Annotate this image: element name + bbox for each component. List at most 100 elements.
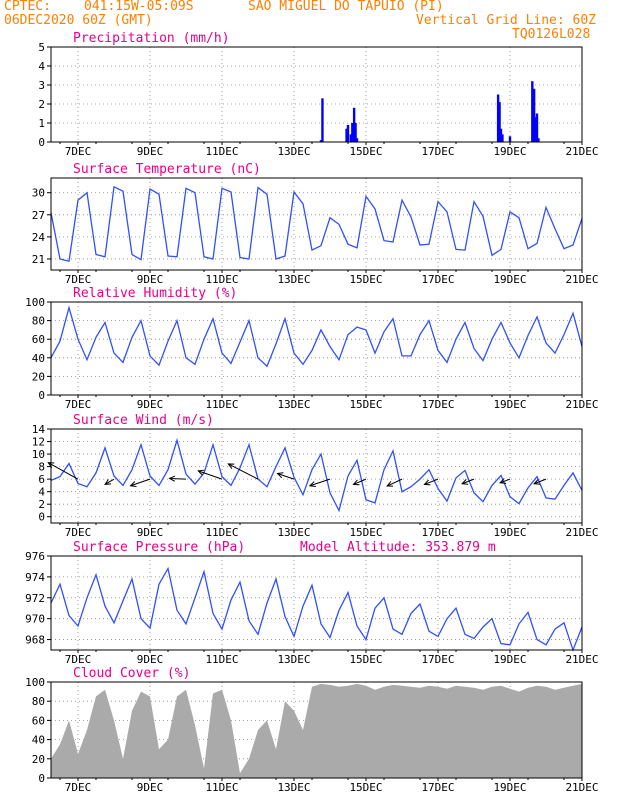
x-tick-label: 11DEC [205, 273, 238, 286]
panel-pressure: 968 970 972 974 976 7DEC 9DEC 11DEC 13DEC 15DEC 17… [25, 540, 598, 666]
wind-vector-head [386, 481, 394, 487]
y-tick-label: 30 [32, 187, 45, 200]
y-tick-label: 968 [25, 634, 45, 647]
x-tick-label: 11DEC [205, 145, 238, 158]
panel-frame-wind [50, 428, 583, 524]
y-tick-label: 8 [38, 461, 45, 474]
wind-vector-head [104, 479, 112, 485]
precip-bar [496, 94, 500, 142]
y-tick-label: 21 [32, 253, 45, 266]
wind-vector-head [533, 479, 541, 485]
precip-bar [535, 113, 539, 142]
precip-bar [319, 140, 323, 142]
x-tick-label: 15DEC [349, 526, 382, 539]
precip-bar [508, 136, 512, 142]
x-tick-label: 17DEC [421, 526, 454, 539]
header-org: CPTEC: [4, 0, 51, 14]
x-tick-label: 17DEC [421, 273, 454, 286]
x-tick-label: 19DEC [493, 398, 526, 411]
panel-precip: 0 1 2 3 4 5 7DEC 9DEC 11DEC 13DEC 15DEC 17DEC 19DEC 2… [38, 31, 598, 158]
precip-bar [321, 98, 324, 142]
x-tick-label: 19DEC [493, 273, 526, 286]
rh-line [50, 305, 583, 368]
x-tick-label: 21DEC [565, 145, 598, 158]
y-tick-label: 80 [32, 695, 45, 708]
x-tick-label: 13DEC [277, 653, 310, 666]
x-tick-label: 9DEC [137, 398, 164, 411]
y-tick-label: 100 [25, 676, 45, 689]
wind-vector [424, 478, 439, 485]
x-tick-label: 21DEC [565, 781, 598, 794]
wind-vector [169, 477, 187, 480]
panel-title: Surface Temperature (nC) [73, 162, 261, 177]
panel-title: Relative Humidity (%) [73, 286, 237, 301]
header-run: 06DEC2020 60Z (GMT) [4, 13, 153, 28]
wind-vector-head [276, 472, 284, 479]
wind-vector-head [197, 469, 205, 476]
wind-vector-head [461, 479, 469, 485]
y-tick-label: 0 [38, 136, 45, 149]
wind-vector [499, 478, 511, 484]
x-tick-label: 9DEC [137, 273, 164, 286]
x-tick-label: 9DEC [137, 653, 164, 666]
x-tick-label: 15DEC [349, 781, 382, 794]
header-coords: 041:15W-05:09S [84, 0, 194, 14]
y-tick-label: 20 [32, 753, 45, 766]
wind-vector-head [499, 478, 507, 484]
panel-subtitle: Model Altitude: 353.879 m [300, 540, 496, 555]
y-tick-label: 10 [32, 448, 45, 461]
y-tick-label: 1 [38, 117, 45, 130]
precip-bar [345, 128, 348, 142]
header-code: TQ0126L028 [512, 27, 591, 42]
x-tick-label: 7DEC [65, 398, 92, 411]
panel-frame-pressure [50, 555, 583, 651]
header-grid-note: Vertical Grid Line: 60Z [416, 13, 597, 28]
panel-title: Surface Wind (m/s) [73, 413, 214, 428]
y-tick-label: 80 [32, 315, 45, 328]
x-tick-label: 21DEC [565, 526, 598, 539]
x-tick-label: 17DEC [421, 145, 454, 158]
precip-bar [531, 81, 534, 142]
y-tick-label: 970 [25, 613, 45, 626]
x-tick-label: 15DEC [349, 145, 382, 158]
x-tick-label: 17DEC [421, 398, 454, 411]
panel-title: Precipitation (mm/h) [73, 31, 230, 46]
wind-vector [130, 478, 151, 487]
precip-bar [499, 128, 503, 142]
x-tick-label: 13DEC [277, 781, 310, 794]
wind-vector [228, 463, 259, 480]
wind-vector-head [423, 479, 431, 486]
x-tick-label: 13DEC [277, 526, 310, 539]
wind-vector-head [308, 481, 316, 488]
x-tick-label: 7DEC [65, 273, 92, 286]
panel-temp: 21 24 27 30 7DEC 9DEC 11DEC 13DEC 15DEC 17DEC 19DE… [32, 162, 599, 286]
x-tick-label: 21DEC [565, 653, 598, 666]
y-tick-label: 4 [38, 60, 45, 73]
panel-frame-temp [50, 177, 583, 271]
y-tick-label: 40 [32, 352, 45, 365]
x-tick-label: 17DEC [421, 653, 454, 666]
wind-line [50, 437, 583, 513]
x-tick-label: 21DEC [565, 273, 598, 286]
x-tick-label: 9DEC [137, 781, 164, 794]
x-tick-label: 19DEC [493, 526, 526, 539]
x-tick-label: 9DEC [137, 526, 164, 539]
precip-bar [532, 88, 536, 142]
y-tick-label: 974 [25, 571, 45, 584]
header-station: SAO MIGUEL DO TAPUIO (PI) [248, 0, 444, 14]
y-tick-label: 12 [32, 436, 45, 449]
y-tick-label: 40 [32, 734, 45, 747]
x-tick-label: 7DEC [65, 781, 92, 794]
panel-title: Cloud Cover (%) [73, 666, 190, 681]
x-tick-label: 11DEC [205, 653, 238, 666]
pressure-line [50, 566, 583, 652]
y-tick-label: 20 [32, 370, 45, 383]
y-tick-label: 5 [38, 41, 45, 54]
wind-vector [533, 478, 547, 485]
wind-vector [198, 470, 223, 480]
y-tick-label: 60 [32, 333, 45, 346]
x-tick-label: 15DEC [349, 653, 382, 666]
wind-vector [386, 478, 403, 487]
x-tick-label: 11DEC [205, 526, 238, 539]
